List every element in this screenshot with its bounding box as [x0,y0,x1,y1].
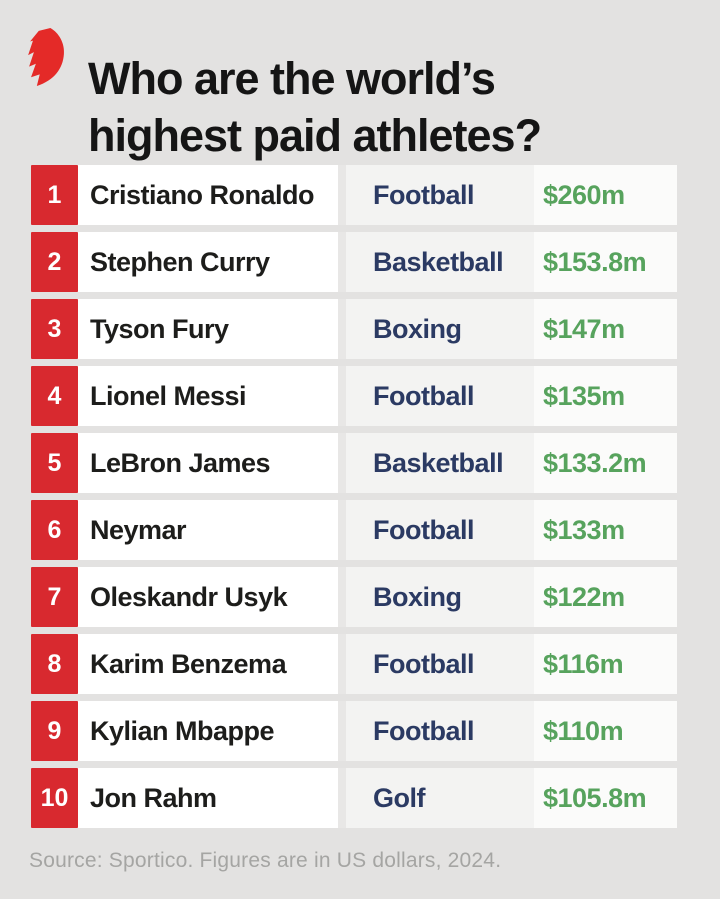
rank-badge: 7 [31,567,78,627]
table-row: 1 Cristiano Ronaldo Football $260m [31,165,677,225]
athlete-name: Neymar [78,500,338,560]
athlete-earnings: $110m [534,701,677,761]
athlete-name: Oleskandr Usyk [78,567,338,627]
table-row: 2 Stephen Curry Basketball $153.8m [31,232,677,292]
page-title-line1: Who are the world’s [88,53,496,105]
athlete-earnings: $122m [534,567,677,627]
column-divider [338,299,346,359]
athlete-sport: Boxing [346,299,534,359]
rank-badge: 10 [31,768,78,828]
rank-badge: 3 [31,299,78,359]
table-row: 4 Lionel Messi Football $135m [31,366,677,426]
page-title: Who are the world’s highest paid athlete… [88,50,703,164]
column-divider [338,366,346,426]
column-divider [338,165,346,225]
athlete-name: Karim Benzema [78,634,338,694]
athlete-sport: Football [346,366,534,426]
column-divider [338,768,346,828]
column-divider [338,500,346,560]
athlete-sport: Boxing [346,567,534,627]
athlete-sport: Basketball [346,232,534,292]
table-row: 9 Kylian Mbappe Football $110m [31,701,677,761]
table-row: 7 Oleskandr Usyk Boxing $122m [31,567,677,627]
athlete-name: Tyson Fury [78,299,338,359]
athlete-earnings: $153.8m [534,232,677,292]
athlete-sport: Football [346,634,534,694]
rank-badge: 5 [31,433,78,493]
rank-badge: 6 [31,500,78,560]
athlete-sport: Football [346,500,534,560]
column-divider [338,634,346,694]
rank-badge: 9 [31,701,78,761]
column-divider [338,433,346,493]
rank-badge: 1 [31,165,78,225]
table-row: 5 LeBron James Basketball $133.2m [31,433,677,493]
column-divider [338,701,346,761]
table-row: 10 Jon Rahm Golf $105.8m [31,768,677,828]
athlete-earnings: $105.8m [534,768,677,828]
table-row: 3 Tyson Fury Boxing $147m [31,299,677,359]
column-divider [338,232,346,292]
rank-badge: 8 [31,634,78,694]
rank-badge: 4 [31,366,78,426]
athlete-earnings: $147m [534,299,677,359]
athlete-earnings: $133m [534,500,677,560]
athlete-earnings: $135m [534,366,677,426]
athlete-name: Jon Rahm [78,768,338,828]
athlete-name: Cristiano Ronaldo [78,165,338,225]
column-divider [338,567,346,627]
athlete-sport: Golf [346,768,534,828]
table-row: 8 Karim Benzema Football $116m [31,634,677,694]
page-title-line2: highest paid athletes? [88,110,542,162]
rank-badge: 2 [31,232,78,292]
athletes-table: 1 Cristiano Ronaldo Football $260m 2 Ste… [31,165,677,828]
athlete-sport: Football [346,701,534,761]
table-row: 6 Neymar Football $133m [31,500,677,560]
athlete-earnings: $116m [534,634,677,694]
source-note: Source: Sportico. Figures are in US doll… [29,849,502,872]
athlete-sport: Football [346,165,534,225]
athlete-name: Lionel Messi [78,366,338,426]
athlete-earnings: $133.2m [534,433,677,493]
athlete-name: Stephen Curry [78,232,338,292]
sbs-logo-icon [28,28,65,86]
athlete-name: Kylian Mbappe [78,701,338,761]
athlete-name: LeBron James [78,433,338,493]
athlete-earnings: $260m [534,165,677,225]
athlete-sport: Basketball [346,433,534,493]
